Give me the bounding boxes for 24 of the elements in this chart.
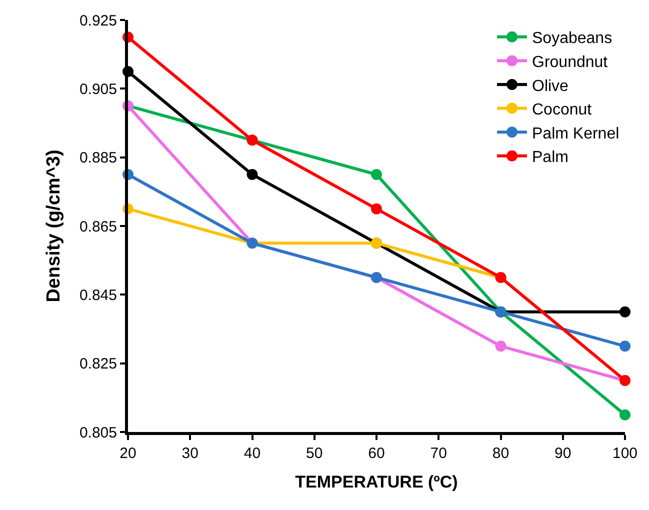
legend-label: Groundnut (532, 54, 608, 71)
x-tick-label: 60 (368, 445, 385, 462)
x-tick-label: 50 (306, 445, 323, 462)
legend-label: Palm Kernel (532, 125, 620, 142)
x-tick-label: 70 (430, 445, 447, 462)
x-tick-label: 40 (244, 445, 261, 462)
x-tick-label: 80 (492, 445, 510, 462)
x-axis-title: TEMPERATURE (ºC) (295, 472, 458, 492)
y-tick-label: 0.845 (79, 286, 117, 304)
legend-label: Palm (532, 149, 568, 166)
x-tick-label: 30 (182, 445, 198, 462)
y-tick-label: 0.925 (79, 12, 117, 30)
y-tick-label: 0.825 (79, 356, 117, 373)
y-tick-label: 0.905 (79, 80, 117, 98)
y-tick-label: 0.865 (79, 218, 117, 236)
legend-label: Coconut (532, 102, 592, 119)
x-tick-label: 100 (612, 445, 638, 462)
y-axis-title: Density (g/cm^3) (43, 150, 64, 302)
y-tick-label: 0.805 (79, 424, 117, 442)
x-tick-label: 20 (120, 445, 136, 462)
legend-label: Soyabeans (532, 30, 612, 48)
y-tick-label: 0.885 (79, 150, 117, 167)
x-tick-label: 90 (554, 445, 572, 462)
legend-label: Olive (532, 78, 569, 95)
